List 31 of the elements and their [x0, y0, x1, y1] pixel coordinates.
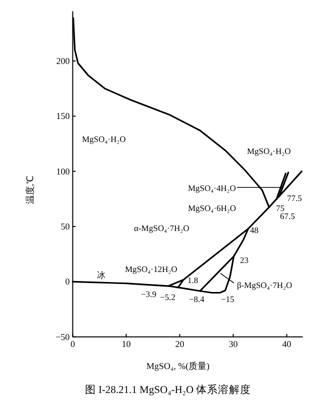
annotation: −3.9 [140, 288, 156, 299]
x-tick-label: 20 [175, 338, 185, 349]
annotation: −15 [221, 294, 234, 304]
y-tick-label: 100 [56, 166, 70, 176]
x-axis-title: MgSO₄, %(质量) [146, 361, 210, 371]
y-tick-label: −50 [56, 332, 70, 342]
y-tick-label: 50 [60, 222, 70, 232]
x-tick-label: 10 [122, 338, 132, 349]
annotation: MgSO₄·H₂O [82, 134, 126, 144]
annotation: 23 [240, 255, 248, 266]
x-tick-label: 30 [228, 338, 238, 349]
annotation: 67.5 [280, 211, 295, 222]
x-tick-label: 40 [282, 338, 292, 349]
annotation: β-MgSO₄·7H₂O [236, 280, 292, 290]
annotation: 48 [250, 225, 259, 236]
annotation: MgSO₄·12H₂O [125, 264, 178, 274]
annotation: 冰 [97, 270, 106, 280]
y-tick-label: 200 [56, 56, 70, 66]
annotation: MgSO₄·4H₂O [188, 183, 236, 194]
annotation: 77.5 [287, 192, 302, 203]
annotation: MgSO₄·H₂O [247, 146, 291, 156]
annotation: MgSO₄·6H₂O [188, 203, 236, 213]
y-axis-title: 温度,℃ [25, 176, 35, 204]
annotation: −8.4 [188, 294, 206, 304]
text: 图 I-28.21.1 MgSO₄-H₂O 体系溶解度 [84, 383, 252, 396]
annotation: 1.8 [187, 275, 198, 286]
annotation: −5.2 [160, 292, 176, 302]
annotation: α-MgSO₄·7H₂O [134, 223, 190, 233]
y-tick-label: 0 [65, 276, 70, 287]
y-tick-label: 150 [56, 111, 70, 122]
annotation: 75 [276, 203, 284, 214]
